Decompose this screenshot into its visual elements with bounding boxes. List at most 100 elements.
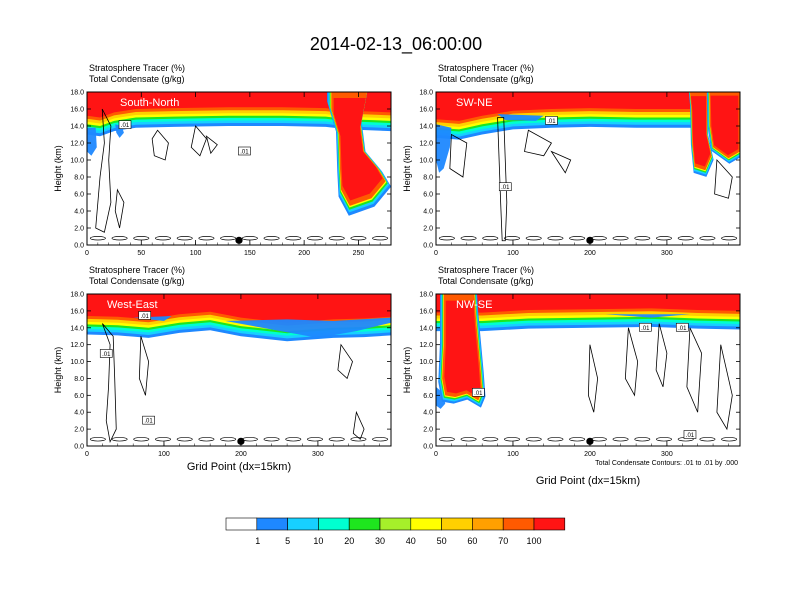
y-axis-label: Height (km)	[53, 347, 63, 394]
condensate-contour	[89, 437, 106, 442]
x-tick-label: 300	[661, 250, 673, 257]
colorbar-swatch	[502, 517, 535, 531]
y-tick-label: 0.0	[423, 444, 433, 451]
x-tick-label: 0	[85, 451, 89, 458]
tracer-patch	[497, 114, 544, 121]
y-axis-label: Height (km)	[402, 145, 412, 192]
x-tick-label: 200	[298, 250, 310, 257]
condensate-contour	[634, 437, 651, 442]
y-tick-label: 2.0	[423, 427, 433, 434]
condensate-contour	[285, 437, 302, 442]
condensate-contour	[721, 236, 738, 241]
tracer-intrusion	[333, 97, 383, 201]
condensate-contour	[372, 437, 389, 442]
contour-label-box	[142, 415, 155, 425]
contour-label-box	[639, 322, 652, 332]
contour-label-box	[545, 116, 558, 125]
x-tick-label: 300	[312, 451, 324, 458]
panel-label: SW-NE	[456, 97, 492, 109]
y-tick-label: 4.0	[423, 209, 433, 216]
x-tick-label: 100	[507, 451, 519, 458]
colorbar-swatch	[533, 517, 566, 531]
y-tick-label: 8.0	[423, 175, 433, 182]
condensate-contour	[372, 236, 389, 241]
condensate-contour	[714, 159, 733, 199]
condensate-contour	[525, 236, 542, 241]
y-tick-label: 14.0	[419, 124, 433, 131]
condensate-contour	[655, 323, 668, 388]
tracer-patch	[605, 314, 690, 318]
condensate-contour	[307, 236, 323, 241]
condensate-contour	[205, 135, 218, 155]
condensate-contour	[524, 129, 553, 157]
condensate-contour	[460, 236, 477, 241]
y-tick-label: 12.0	[70, 141, 84, 148]
figure-title: 2014-02-13_06:00:00	[310, 34, 482, 55]
colorbar-label: 10	[313, 536, 323, 546]
panel-2: .01 .01 SW-NE Stratosphere Tracer (%)Total …	[402, 63, 741, 257]
condensate-contour	[307, 437, 323, 442]
y-tick-label: 10.0	[70, 359, 84, 366]
condensate-contour	[138, 336, 149, 396]
plot-frame	[435, 293, 741, 447]
panel-subtitle: Total Condensate (g/kg)	[89, 276, 185, 286]
x-tick-label: 300	[661, 451, 673, 458]
condensate-contour	[263, 236, 280, 241]
contour-label: .01	[102, 352, 111, 358]
tracer-patch	[436, 124, 452, 173]
condensate-contour	[497, 117, 508, 242]
colorbar-label: 50	[437, 536, 447, 546]
y-tick-label: 18.0	[419, 292, 433, 299]
y-tick-label: 2.0	[423, 226, 433, 233]
contour-label: .01	[678, 326, 687, 332]
condensate-contour	[102, 323, 117, 444]
colorbar-swatch	[410, 517, 442, 531]
colorbar-swatch	[287, 517, 319, 531]
y-tick-label: 14.0	[70, 124, 84, 131]
colorbar-swatch	[441, 517, 473, 531]
condensate-contour	[352, 410, 365, 440]
contour-label-box	[675, 322, 689, 332]
x-tick-label: 200	[584, 250, 596, 257]
x-tick-label: 0	[85, 250, 89, 257]
colorbar-swatch	[348, 517, 381, 531]
condensate-contour	[438, 437, 455, 442]
y-tick-label: 8.0	[74, 376, 84, 383]
condensate-contour	[525, 437, 542, 442]
y-tick-label: 18.0	[419, 90, 433, 97]
condensate-contour	[624, 327, 639, 397]
y-tick-label: 10.0	[419, 158, 433, 165]
tracer-intrusion	[444, 300, 481, 397]
condensate-contour	[263, 437, 280, 442]
y-tick-label: 12.0	[419, 141, 433, 148]
condensate-contour	[569, 437, 586, 442]
contour-label-box	[472, 387, 485, 397]
contour-label: .01	[501, 185, 510, 191]
plot-area	[87, 294, 391, 446]
contour-label: .01	[686, 433, 695, 439]
panels: .01 .01 South-North Stratosphere Tracer (%)…	[53, 63, 741, 487]
plot-area	[436, 92, 740, 245]
panel-label: South-North	[120, 97, 179, 109]
contour-annotation: Total Condensate Contours: .01 to .01 by…	[595, 460, 738, 467]
tracer-layer	[436, 92, 740, 139]
colorbar-swatch	[256, 517, 288, 531]
tracer-core	[87, 294, 391, 305]
y-tick-label: 12.0	[419, 342, 433, 349]
y-tick-label: 16.0	[70, 107, 84, 114]
plot-area	[87, 92, 391, 245]
x-tick-label: 0	[434, 250, 438, 257]
plot-area	[436, 294, 740, 446]
condensate-contour	[438, 236, 455, 241]
colorbar-label: 5	[285, 536, 290, 546]
condensate-contour	[634, 236, 651, 241]
colorbar-label: 100	[526, 536, 541, 546]
y-tick-label: 12.0	[70, 342, 84, 349]
x-tick-label: 50	[137, 250, 145, 257]
condensate-contour	[612, 236, 629, 241]
tracer-patch	[225, 317, 391, 338]
colorbar-swatch	[318, 517, 350, 531]
y-tick-label: 6.0	[74, 192, 84, 199]
contour-label: .01	[121, 123, 130, 129]
